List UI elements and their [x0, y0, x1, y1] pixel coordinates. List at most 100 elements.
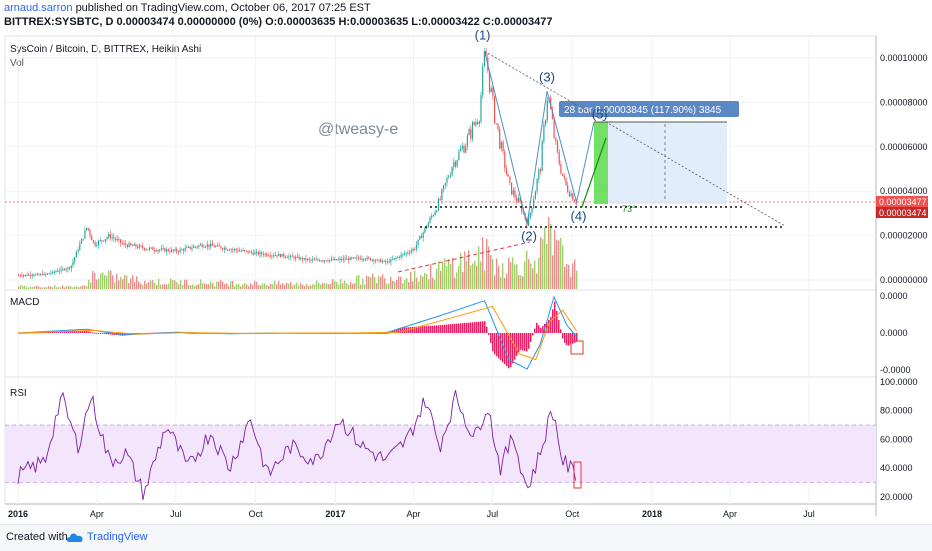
price-pane[interactable]: [4, 35, 877, 291]
candle-body: [188, 246, 190, 248]
candle-body: [46, 273, 49, 275]
candle-body: [478, 121, 480, 124]
candle-body: [468, 128, 470, 136]
candle-body: [181, 249, 183, 251]
macd-histogram-bar: [84, 330, 86, 333]
candle-body: [439, 198, 441, 201]
volume-bar: [120, 276, 122, 289]
candle-body: [368, 257, 370, 259]
candle-body: [451, 167, 453, 176]
candle-body: [33, 274, 35, 276]
candle-body: [307, 259, 309, 261]
candle-body: [541, 141, 543, 171]
macd-histogram-bar: [522, 333, 524, 351]
candle-body: [147, 249, 149, 251]
macd-histogram-bar: [102, 333, 104, 334]
candle-body: [529, 212, 531, 218]
candle-body: [397, 256, 399, 258]
volume-bar: [566, 263, 568, 289]
footer: Created with TradingView: [0, 524, 932, 551]
volume-bar: [170, 278, 172, 289]
macd-histogram-bar: [64, 331, 66, 333]
macd-histogram-bar: [126, 333, 128, 336]
candle-body: [261, 252, 263, 255]
candle-body: [211, 243, 213, 246]
volume-bar: [148, 282, 150, 289]
candle-body: [94, 242, 96, 246]
volume-bar: [388, 283, 390, 289]
candle-body: [356, 257, 358, 259]
volume-bar: [310, 285, 312, 289]
volume-bar: [106, 275, 108, 289]
candle-body: [492, 87, 494, 97]
candle-body: [555, 137, 557, 142]
volume-bar: [314, 284, 316, 289]
candle-body: [286, 257, 288, 259]
volume-bar: [64, 287, 66, 289]
volume-bar: [502, 263, 504, 289]
chart-canvas[interactable]: @tweasy-e SysCoin / Bitcoin, D, BITTREX,…: [0, 0, 932, 524]
candle-body: [463, 145, 465, 153]
macd-histogram-bar: [416, 326, 418, 333]
candle-body: [40, 274, 42, 276]
macd-histogram-bar: [410, 327, 412, 333]
candle-body: [281, 254, 283, 257]
macd-histogram-bar: [140, 333, 142, 334]
candle-body: [456, 160, 458, 167]
candle-body: [349, 257, 351, 261]
candle-body: [50, 272, 52, 274]
candle-body: [96, 245, 98, 247]
candle-body: [245, 250, 247, 252]
candle-body: [26, 274, 28, 276]
candle-body: [332, 259, 334, 261]
volume-bar: [60, 287, 62, 289]
candle-body: [347, 258, 349, 261]
macd-histogram-bar: [434, 325, 436, 333]
candle-body: [354, 257, 356, 259]
macd-histogram-bar: [108, 333, 110, 335]
candle-body: [392, 259, 394, 261]
tradingview-cloud-icon: [66, 533, 83, 542]
candle-body: [199, 244, 202, 246]
volume-bar: [340, 279, 342, 289]
volume-bar: [58, 286, 60, 289]
candle-body: [118, 239, 120, 241]
macd-histogram-bar: [52, 331, 54, 333]
volume-bar: [126, 275, 128, 289]
candle-body: [290, 255, 292, 257]
volume-bar: [72, 287, 74, 289]
candle-body: [441, 189, 443, 201]
volume-bar: [216, 281, 218, 289]
author-link[interactable]: arnaud.sarron: [4, 2, 73, 14]
volume-bar: [40, 287, 42, 289]
candle-body: [293, 256, 295, 259]
candle-body: [480, 94, 482, 122]
volume-bar: [546, 244, 548, 289]
candle-body: [133, 244, 135, 246]
candle-body: [344, 258, 346, 260]
macd-histogram-bar: [454, 323, 456, 333]
macd-histogram-bar: [382, 333, 384, 334]
candle-body: [24, 274, 26, 276]
volume-bar: [472, 263, 474, 289]
candle-body: [182, 249, 185, 251]
watermark: @tweasy-e: [318, 121, 398, 138]
volume-bar: [66, 285, 68, 289]
volume-bar: [136, 276, 138, 289]
volume-bar: [34, 286, 36, 289]
volume-bar: [114, 282, 116, 289]
candle-body: [381, 261, 383, 263]
macd-pane[interactable]: [4, 289, 877, 378]
macd-histogram-bar: [104, 333, 106, 334]
tradingview-link[interactable]: TradingView: [87, 531, 148, 543]
candle-body: [126, 245, 128, 247]
candle-body: [556, 141, 559, 152]
candle-body: [283, 254, 285, 257]
candle-body: [570, 193, 572, 197]
macd-histogram-bar: [508, 333, 510, 369]
macd-histogram-bar: [100, 333, 102, 334]
position-gain-zone: [594, 122, 608, 204]
created-with-label: Created with: [6, 531, 68, 543]
x-tick-label: Jul: [170, 509, 182, 519]
volume-bar: [112, 275, 114, 289]
